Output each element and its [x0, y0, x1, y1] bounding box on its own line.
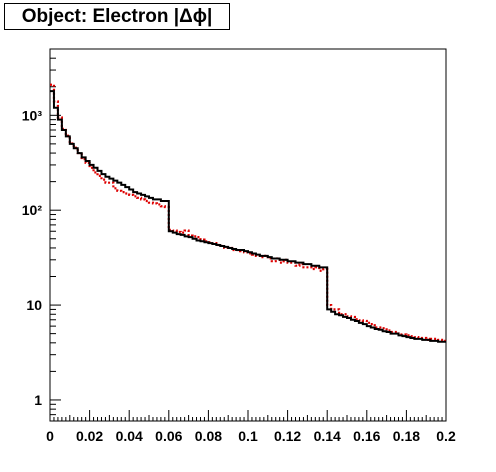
- y-tick-label: 10: [26, 297, 42, 313]
- series-black-line: [50, 90, 446, 343]
- x-axis: 0 0.02 0.04 0.06 0.08 0.1 0.12 0.14 0.16 0.18 0.2: [46, 410, 456, 444]
- y-tick-label: 1: [34, 392, 42, 408]
- x-tick-label: 0.06: [155, 428, 182, 444]
- x-tick-label: 0.18: [393, 428, 420, 444]
- y-tick-label: 10³: [22, 107, 43, 123]
- chart-title: Object: Electron |Δϕ|: [4, 3, 230, 30]
- x-tick-label: 0.04: [116, 428, 143, 444]
- series-layer: [50, 83, 446, 343]
- x-tick-label: 0.1: [238, 428, 258, 444]
- series-red-dotted-line: [50, 83, 446, 342]
- x-tick-label: 0.14: [314, 428, 341, 444]
- x-tick-label: 0: [46, 428, 54, 444]
- plot-frame: [49, 48, 447, 422]
- x-tick-label: 0.2: [436, 428, 456, 444]
- x-tick-label: 0.12: [274, 428, 301, 444]
- y-axis: 1 10 10² 10³: [22, 48, 61, 422]
- x-tick-label: 0.16: [353, 428, 380, 444]
- y-tick-label: 10²: [22, 202, 43, 218]
- x-tick-label: 0.08: [195, 428, 222, 444]
- x-tick-label: 0.02: [76, 428, 103, 444]
